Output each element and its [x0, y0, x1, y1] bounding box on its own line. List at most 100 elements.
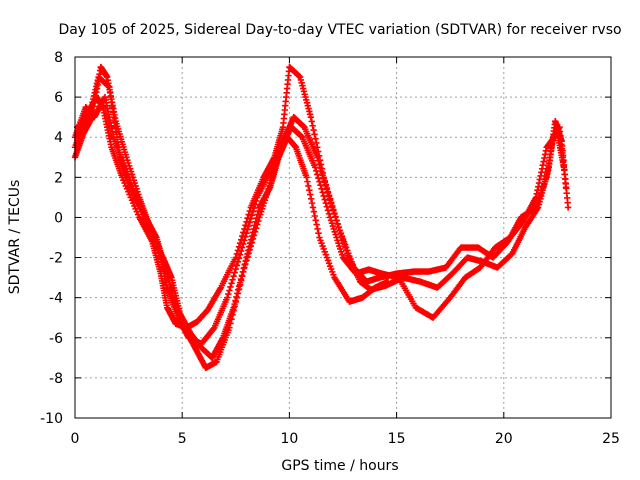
data-point [323, 186, 331, 193]
data-point [246, 219, 253, 226]
data-point [232, 265, 239, 273]
data-point [228, 280, 235, 287]
data-point [329, 204, 336, 211]
data-point [231, 300, 238, 308]
data-point [321, 179, 328, 186]
data-point [307, 191, 314, 198]
data-point [323, 203, 331, 210]
data-point [313, 139, 320, 147]
data-point [315, 157, 322, 165]
data-point [325, 210, 333, 218]
data-point [255, 207, 262, 215]
data-point [310, 208, 318, 215]
data-point [245, 247, 252, 254]
data-point [328, 200, 335, 208]
data-point [315, 230, 322, 237]
x-tick-label: 20 [495, 431, 513, 447]
data-point [307, 113, 315, 121]
x-tick-label: 15 [388, 431, 406, 447]
data-point [335, 223, 342, 231]
data-point [314, 171, 321, 178]
data-point [560, 164, 568, 171]
x-tick-label: 10 [280, 431, 298, 447]
plot-frame [74, 56, 612, 419]
data-point [233, 293, 240, 301]
data-point [231, 269, 238, 276]
data-point [251, 222, 258, 229]
y-tick-label: 6 [54, 90, 63, 106]
data-point [224, 294, 231, 301]
series-track-4 [73, 73, 392, 362]
y-axis-label: SDTVAR / TECUs [7, 180, 23, 295]
data-point [337, 230, 345, 237]
data-point [246, 243, 253, 251]
data-point [325, 193, 333, 200]
data-point [340, 240, 348, 247]
data-point [307, 195, 315, 203]
chart-title: Day 105 of 2025, Sidereal Day-to-day VTE… [58, 22, 621, 38]
data-point [317, 182, 324, 189]
data-point [240, 265, 247, 272]
data-point [230, 272, 237, 280]
data-point [241, 261, 248, 268]
x-tick-label: 5 [178, 431, 187, 447]
data-point [245, 222, 252, 230]
data-point [319, 189, 326, 196]
data-point [240, 240, 247, 248]
data-point [338, 233, 346, 241]
data-point [251, 201, 259, 208]
data-point [309, 204, 317, 211]
data-point [247, 215, 255, 223]
x-axis-label: GPS time / hours [281, 458, 398, 474]
data-point [331, 210, 338, 218]
data-point [235, 255, 243, 262]
data-point [343, 247, 350, 254]
y-tick-label: -10 [40, 411, 63, 427]
data-point [234, 258, 242, 266]
data-point [244, 226, 251, 233]
data-point [242, 257, 249, 265]
data-point [326, 197, 334, 204]
y-tick-label: 4 [54, 130, 63, 146]
data-point [312, 135, 319, 142]
data-point [320, 192, 327, 200]
data-point [225, 290, 232, 298]
data-point [229, 276, 236, 283]
data-point [311, 131, 318, 138]
data-point [246, 240, 254, 247]
series-track-2 [71, 63, 572, 347]
data-point [322, 182, 330, 190]
data-point [233, 262, 241, 269]
data-point [311, 212, 319, 220]
data-point [312, 217, 319, 224]
y-tick-label: 2 [54, 170, 63, 186]
y-tick-label: -4 [49, 291, 63, 307]
data-point [313, 167, 320, 175]
data-point [310, 126, 317, 134]
data-point [238, 272, 246, 279]
series-track-1 [71, 63, 570, 331]
data-point [321, 196, 328, 203]
data-point [239, 244, 246, 251]
data-point [322, 199, 330, 207]
data-point [311, 164, 319, 171]
data-point [318, 168, 325, 175]
data-point [333, 217, 340, 224]
data-point [248, 212, 256, 219]
data-point [248, 232, 256, 240]
data-point [253, 214, 260, 222]
data-point [320, 175, 327, 182]
data-point [234, 290, 241, 297]
data-point [249, 229, 257, 236]
data-point [210, 325, 217, 333]
x-tick-label: 25 [602, 431, 620, 447]
data-point [226, 287, 233, 294]
data-point [230, 304, 237, 311]
data-point [308, 118, 315, 125]
data-point [237, 247, 245, 255]
data-point [309, 122, 316, 129]
y-tick-label: -8 [49, 371, 63, 387]
data-point [336, 227, 343, 234]
data-point [243, 230, 250, 237]
